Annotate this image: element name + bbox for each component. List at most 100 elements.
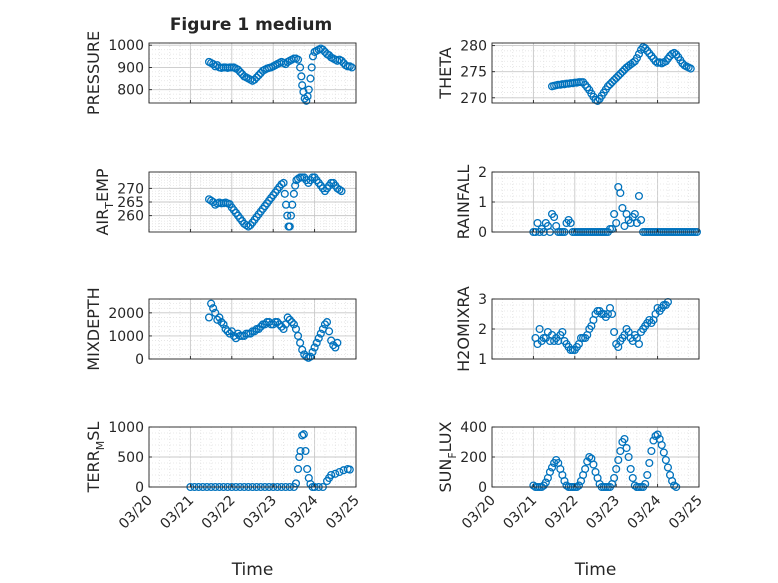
y-tick-label: 2000 — [108, 306, 144, 322]
data-point — [285, 315, 294, 324]
y-tick-label: 270 — [117, 181, 144, 197]
data-point — [283, 313, 292, 322]
data-point — [293, 55, 303, 64]
y-tick-label: 3 — [478, 292, 487, 308]
data-point — [541, 478, 550, 487]
data-point — [293, 464, 303, 474]
y-tick-label: 1 — [478, 195, 487, 211]
data-point — [298, 345, 307, 354]
data-point — [225, 329, 234, 338]
data-point — [254, 71, 263, 80]
data-point — [289, 189, 298, 198]
y-axis-label-main: TERR — [84, 450, 103, 493]
data-point — [289, 320, 298, 329]
data-point — [297, 72, 306, 81]
y-axis-label: MIXDEPTH — [84, 287, 103, 370]
data-point — [628, 58, 637, 67]
x-tick-label: 03/21 — [500, 493, 540, 533]
data-point — [634, 191, 644, 201]
y-tick-label: 0 — [478, 480, 487, 496]
data-point — [246, 329, 255, 338]
data-point — [616, 188, 625, 198]
y-axis-label: SUNFLUX — [436, 421, 459, 492]
data-point — [636, 215, 646, 225]
data-point — [329, 341, 338, 350]
data-point — [645, 458, 654, 468]
y-axis-label-main: PRESSURE — [84, 31, 103, 115]
x-tick-label: 03/23 — [583, 493, 623, 533]
y-axis-label-rest: SL — [84, 422, 103, 441]
data-point — [209, 60, 218, 69]
data-point — [670, 48, 679, 57]
data-point — [661, 455, 670, 465]
data-point — [626, 464, 635, 474]
y-tick-label: 0 — [135, 352, 144, 368]
data-point — [558, 327, 567, 337]
x-tick-label: 03/22 — [542, 493, 582, 533]
data-point — [318, 45, 327, 54]
data-point — [533, 218, 542, 228]
data-point — [302, 96, 311, 105]
data-point — [657, 440, 666, 450]
data-point — [608, 309, 617, 319]
y-axis-label: TERRMSL — [84, 422, 107, 494]
subplot-rainfall: 0 1 2 RAINFALL — [454, 165, 701, 241]
data-point — [616, 69, 625, 78]
data-point — [236, 67, 245, 76]
data-point — [610, 75, 619, 85]
y-axis-label-main: SUN — [436, 459, 455, 493]
data-point — [204, 313, 214, 322]
data-point — [670, 481, 679, 490]
data-point — [345, 465, 354, 474]
y-tick-label: 400 — [460, 420, 487, 436]
data-point — [312, 338, 321, 347]
data-point — [291, 181, 300, 190]
data-point — [686, 64, 695, 73]
data-point — [605, 80, 615, 89]
y-tick-label: 1 — [478, 352, 487, 368]
data-point — [279, 324, 288, 334]
data-point — [589, 460, 598, 469]
data-point — [545, 467, 555, 477]
data-point — [219, 320, 228, 329]
data-point — [663, 463, 672, 472]
data-point — [298, 431, 307, 440]
y-tick-label: 2 — [478, 322, 487, 338]
y-axis-label-rest: LUX — [436, 421, 455, 452]
y-axis-label: H2OMIXRA — [454, 286, 473, 372]
data-point — [614, 71, 623, 80]
data-point — [207, 299, 216, 308]
data-point — [331, 469, 340, 478]
y-tick-label: 270 — [460, 91, 487, 107]
y-axis-label-main: RAINFALL — [454, 165, 473, 240]
data-point — [280, 189, 289, 198]
data-point — [217, 318, 226, 327]
data-point — [301, 446, 310, 456]
data-point — [643, 470, 652, 480]
x-tick-label: 03/20 — [116, 493, 156, 533]
data-point — [283, 211, 292, 220]
axes-box — [148, 298, 357, 360]
y-tick-label: 800 — [117, 83, 144, 99]
data-point — [634, 339, 644, 349]
data-point — [616, 446, 625, 456]
data-point — [574, 481, 583, 490]
data-point — [347, 63, 356, 72]
y-tick-label: 2 — [478, 165, 487, 181]
figure-title: Figure 1 medium — [170, 15, 332, 35]
axes-box — [148, 42, 357, 104]
data-point — [620, 221, 629, 231]
data-point — [634, 49, 644, 59]
data-point — [593, 96, 602, 105]
subplot-terr_msl: 0 500 1000 03/20 03/21 03/22 03/23 03/24 03/25 Ti… — [84, 420, 363, 580]
data-point — [286, 211, 296, 220]
x-tick-label: 03/22 — [199, 493, 239, 533]
series-markers — [204, 44, 356, 105]
data-point — [610, 327, 619, 337]
data-point — [213, 315, 222, 324]
data-point — [293, 331, 303, 340]
subplot-pressure: 800 900 1000 PRESSURE — [84, 31, 357, 115]
data-point — [560, 476, 569, 486]
